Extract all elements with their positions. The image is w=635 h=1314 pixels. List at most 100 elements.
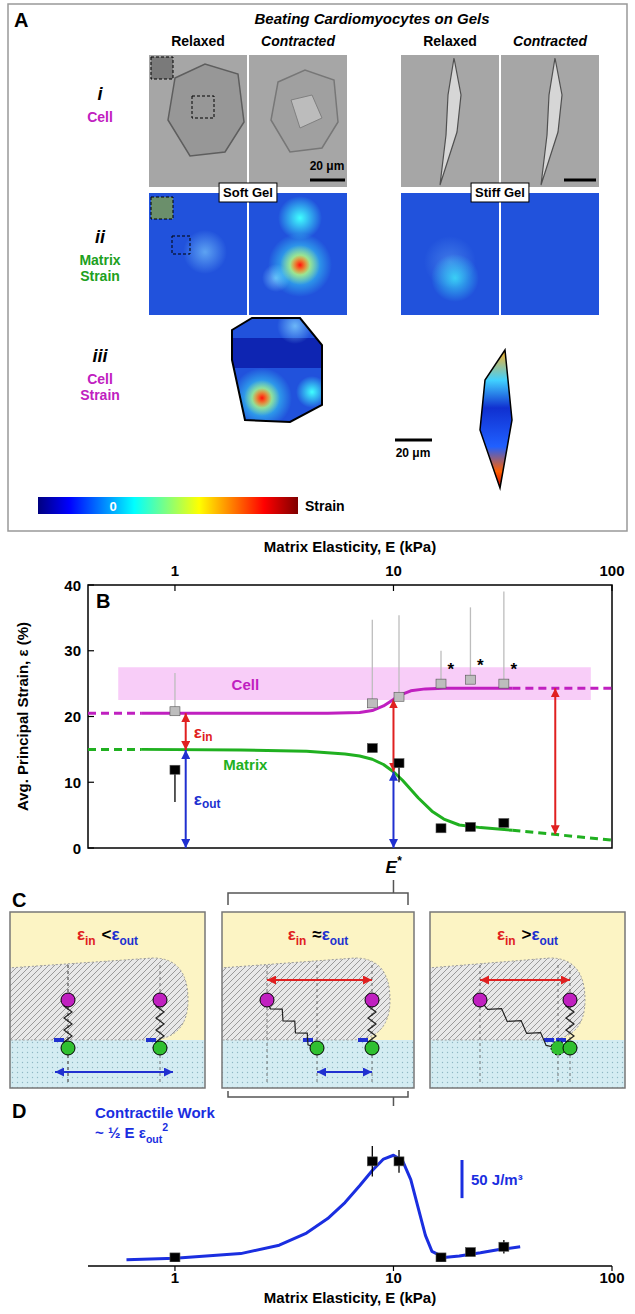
y-tick-label: 0 — [73, 840, 81, 857]
strain-map — [249, 193, 347, 315]
cell-image — [401, 55, 499, 187]
relation: ≈ — [312, 925, 321, 944]
cell-marker — [260, 993, 274, 1007]
point — [170, 765, 180, 774]
bracket — [228, 1091, 408, 1106]
text-part: out — [120, 934, 139, 948]
y-tick-label: 40 — [64, 577, 81, 594]
box-label: εin<εout — [77, 925, 138, 948]
row-label-line: Strain — [80, 268, 120, 284]
y-tick — [88, 782, 94, 783]
substrate — [430, 1040, 625, 1088]
schematic — [10, 912, 205, 1088]
cell-image — [249, 55, 347, 187]
text-part: ε — [288, 925, 296, 944]
anchor — [146, 1038, 156, 1042]
legend-label: Contractile Work — [95, 1104, 215, 1121]
strain-map — [149, 193, 247, 315]
cell-marker — [153, 993, 167, 1007]
box-label: εin≈εout — [288, 925, 349, 948]
matrix-marker — [310, 1041, 324, 1055]
plot-data — [126, 1146, 520, 1262]
text-part: ~ ½ E ε — [95, 1124, 146, 1141]
annotation: Cell — [232, 675, 260, 692]
x-tick — [611, 585, 612, 591]
colorbar — [38, 497, 298, 514]
column-header: Relaxed — [423, 33, 477, 49]
colorbar-label: Strain — [305, 498, 345, 514]
line — [141, 688, 512, 713]
point — [465, 822, 475, 831]
point — [170, 1253, 180, 1262]
point — [465, 675, 475, 684]
cell-marker — [563, 993, 577, 1007]
cell-marker — [61, 993, 75, 1007]
relation: < — [102, 925, 112, 944]
text-part: ε — [194, 722, 202, 741]
cell-strain-map — [480, 350, 512, 488]
row-label: MatrixStrain — [79, 252, 120, 284]
guide-line — [160, 965, 161, 1085]
row-label-line: Matrix — [79, 252, 120, 268]
schematic — [430, 912, 625, 1088]
text-part: out — [330, 934, 349, 948]
annotation: * — [510, 660, 517, 679]
bracket — [228, 880, 408, 905]
cell-body — [430, 958, 585, 1040]
line — [141, 749, 512, 830]
strain-spot — [244, 380, 280, 416]
point — [394, 692, 404, 701]
x-tick — [393, 585, 394, 591]
error-bar — [398, 615, 399, 697]
schematic — [222, 912, 414, 1088]
text-part: in — [202, 730, 213, 744]
text-part: in — [505, 934, 516, 948]
error-bar — [470, 607, 471, 679]
text-part: out — [540, 934, 559, 948]
gel-label-box — [219, 183, 277, 202]
strain-arrow — [185, 750, 187, 848]
strain-spot — [280, 245, 320, 285]
text-part: ε — [497, 925, 505, 944]
error-bar — [503, 592, 504, 684]
cell-arrow — [480, 979, 570, 981]
row-numeral: ii — [95, 227, 106, 247]
gel-label-box — [471, 183, 529, 202]
point — [367, 1157, 377, 1166]
strain-spot — [296, 376, 328, 408]
box-label: εin>εout — [497, 925, 558, 948]
annotation: ~ ½ E εout2 — [95, 1121, 168, 1144]
cell-outline — [541, 58, 562, 185]
text-part: * — [448, 660, 455, 679]
y-tick-label: 30 — [64, 642, 81, 659]
cell-arrow — [267, 979, 372, 981]
point — [436, 679, 446, 688]
text-part: ε — [322, 925, 330, 944]
line — [512, 687, 612, 690]
strain-spot — [268, 233, 332, 297]
x-tick-label: 1 — [171, 1269, 179, 1286]
point — [394, 1157, 404, 1166]
row-label-line: Cell — [87, 109, 113, 125]
text-part: * — [397, 854, 403, 868]
point — [436, 824, 446, 833]
cell-outline — [271, 70, 338, 152]
critical-label: E* — [385, 854, 402, 877]
x-axis-title: Matrix Elasticity, E (kPa) — [264, 538, 436, 555]
point — [465, 1248, 475, 1257]
colorbar-tick: 0 — [109, 499, 116, 514]
point — [499, 819, 509, 828]
text-part: E — [385, 858, 397, 877]
matrix-marker — [61, 1041, 75, 1055]
anchor — [544, 1038, 554, 1042]
scale-bar-label: 20 μm — [396, 446, 431, 460]
line — [512, 830, 612, 840]
row-numeral: i — [97, 84, 103, 104]
spring — [480, 1000, 558, 1048]
scale-bar — [461, 1160, 464, 1198]
y-tick — [88, 847, 94, 848]
inset-frame — [192, 96, 214, 118]
text-part: in — [85, 934, 96, 948]
guide-line — [480, 965, 481, 1085]
error-bar — [440, 651, 441, 684]
